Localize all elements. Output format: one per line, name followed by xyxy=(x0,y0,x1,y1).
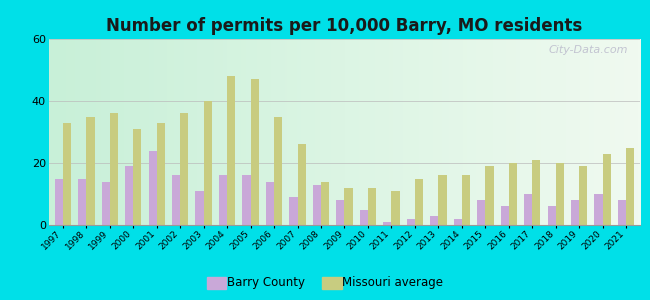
Bar xyxy=(500,206,509,225)
Bar xyxy=(556,163,564,225)
Bar xyxy=(524,194,532,225)
Bar xyxy=(477,200,486,225)
Bar xyxy=(110,113,118,225)
Bar xyxy=(415,178,423,225)
Bar xyxy=(274,116,282,225)
Bar xyxy=(86,116,94,225)
Bar xyxy=(55,178,63,225)
Bar xyxy=(407,219,415,225)
Title: Number of permits per 10,000 Barry, MO residents: Number of permits per 10,000 Barry, MO r… xyxy=(107,17,582,35)
Bar xyxy=(438,176,447,225)
Bar xyxy=(63,123,71,225)
Bar xyxy=(359,209,368,225)
Bar xyxy=(157,123,165,225)
Bar xyxy=(219,176,227,225)
Bar xyxy=(344,188,353,225)
Bar xyxy=(133,129,142,225)
Bar xyxy=(101,182,110,225)
Bar xyxy=(603,154,611,225)
Bar xyxy=(509,163,517,225)
Bar xyxy=(430,216,438,225)
Bar xyxy=(579,166,588,225)
Bar xyxy=(462,176,470,225)
Bar xyxy=(196,191,203,225)
Bar xyxy=(321,182,330,225)
Bar xyxy=(391,191,400,225)
Bar xyxy=(454,219,462,225)
Bar xyxy=(368,188,376,225)
Bar xyxy=(125,166,133,225)
Bar xyxy=(336,200,344,225)
Bar xyxy=(148,151,157,225)
Bar xyxy=(180,113,188,225)
Bar xyxy=(486,166,493,225)
Bar xyxy=(532,160,541,225)
Bar xyxy=(242,176,251,225)
Bar xyxy=(227,76,235,225)
Bar xyxy=(266,182,274,225)
Bar xyxy=(384,222,391,225)
Bar xyxy=(289,197,298,225)
Text: City-Data.com: City-Data.com xyxy=(549,45,629,55)
Bar xyxy=(595,194,603,225)
Bar xyxy=(78,178,86,225)
Bar xyxy=(298,144,305,225)
Legend: Barry County, Missouri average: Barry County, Missouri average xyxy=(202,272,448,294)
Bar xyxy=(626,148,634,225)
Bar xyxy=(571,200,579,225)
Bar xyxy=(251,79,259,225)
Bar xyxy=(172,176,180,225)
Bar xyxy=(547,206,556,225)
Bar xyxy=(203,101,212,225)
Bar xyxy=(313,185,321,225)
Bar xyxy=(618,200,626,225)
